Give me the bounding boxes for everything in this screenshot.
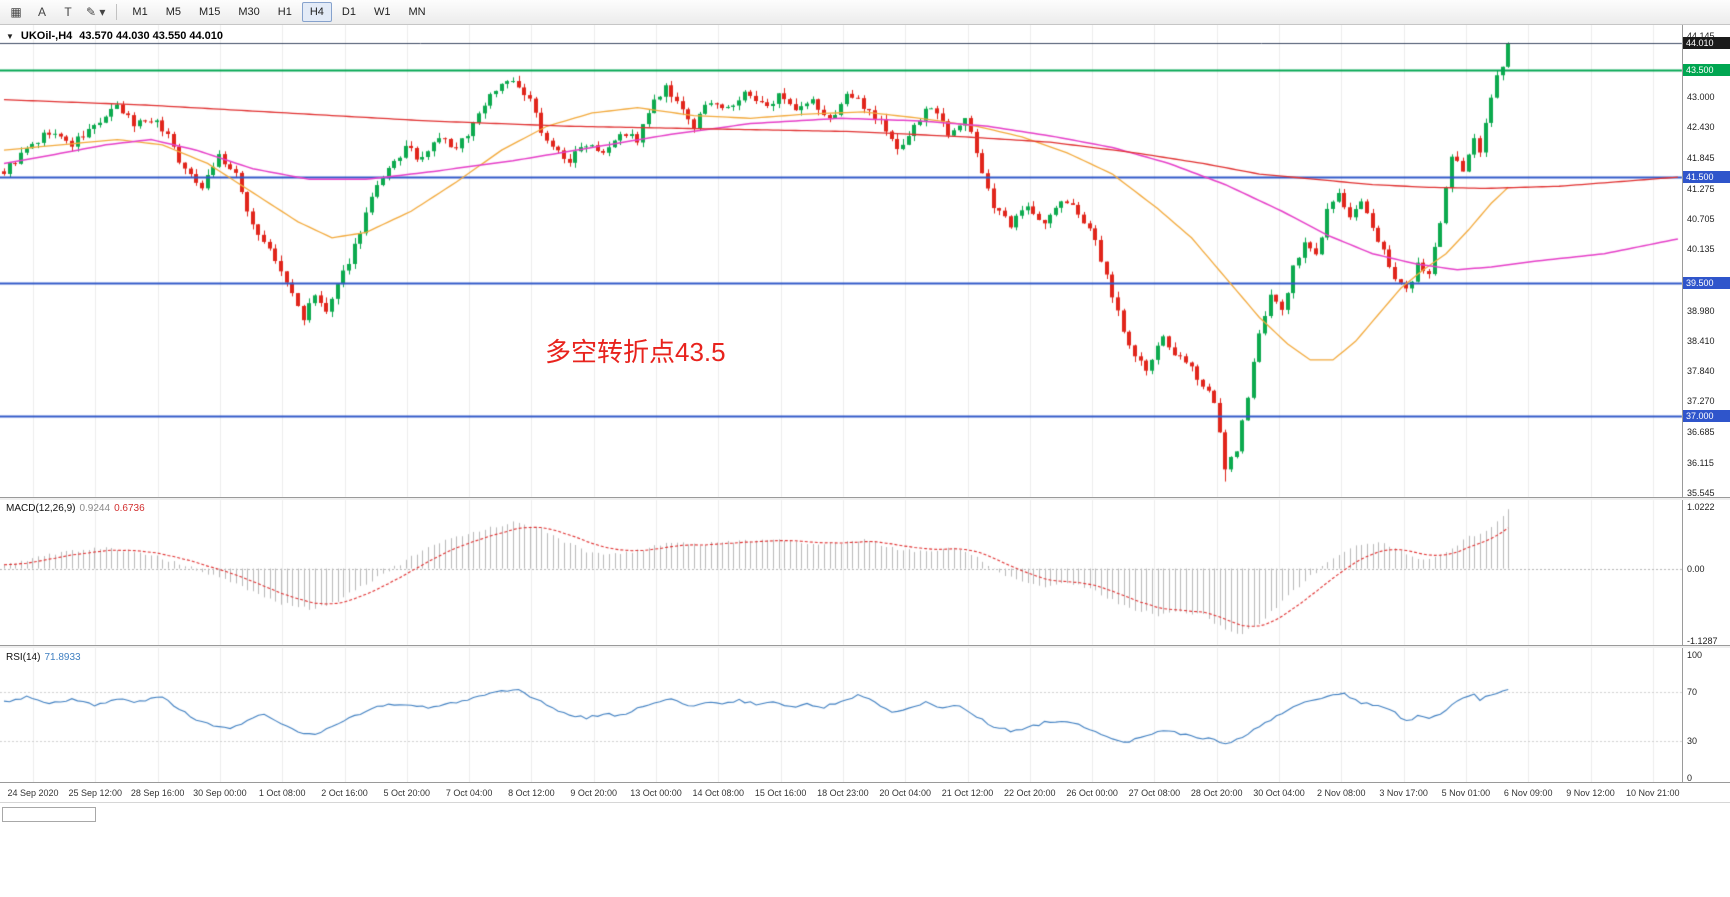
rsi-axis-label: 0 (1687, 773, 1693, 783)
price-axis-label: 40.135 (1687, 244, 1715, 255)
chart-grid-icon[interactable]: ▦ (4, 2, 28, 22)
macd-name: MACD(12,26,9) (6, 503, 76, 514)
time-axis-label: 3 Nov 17:00 (1379, 788, 1428, 798)
cursor-tool-icon[interactable]: A (30, 2, 54, 22)
time-axis-label: 6 Nov 09:00 (1503, 788, 1553, 798)
text-tool-icon[interactable]: T (56, 2, 80, 22)
timeframe-button-d1[interactable]: D1 (334, 2, 364, 22)
bottom-bar (0, 802, 1730, 897)
time-axis-label: 13 Oct 00:00 (630, 788, 682, 798)
price-badge-43.500: 43.500 (1683, 64, 1730, 77)
time-axis-label: 2 Nov 08:00 (1317, 788, 1366, 798)
time-axis-label: 30 Oct 04:00 (1253, 788, 1305, 798)
price-axis-label: 36.685 (1687, 427, 1715, 438)
rsi-axis-label: 70 (1687, 686, 1698, 697)
panel-resize-divider-rsi[interactable] (0, 645, 1730, 648)
chart-title: ▼ UKOil-,H4 43.570 44.030 43.550 44.010 (6, 30, 223, 42)
price-badge-44.010: 44.010 (1683, 37, 1730, 50)
time-axis-label: 20 Oct 04:00 (879, 788, 931, 798)
price-axis-label: 36.115 (1687, 457, 1714, 468)
price-axis-label: 40.705 (1687, 213, 1715, 224)
price-axis-label: 38.980 (1687, 305, 1715, 316)
time-axis-label: 27 Oct 08:00 (1128, 788, 1181, 798)
time-axis-label: 10 Nov 21:00 (1626, 788, 1680, 798)
price-axis-label: 37.270 (1687, 396, 1715, 407)
time-axis-label: 14 Oct 08:00 (692, 788, 745, 798)
ohlc-values: 43.570 44.030 43.550 44.010 (79, 30, 224, 42)
price-axis-label: 35.545 (1687, 487, 1715, 498)
one-click-arrow-icon[interactable]: ▼ (6, 31, 14, 41)
price-axis-label: 41.275 (1687, 183, 1715, 194)
rsi-axis-label: 100 (1687, 650, 1703, 660)
symbol-title: UKOil-,H4 (20, 30, 73, 42)
timeframe-button-m1[interactable]: M1 (124, 2, 155, 22)
panel-resize-divider-macd[interactable] (0, 497, 1730, 500)
time-axis-label: 15 Oct 16:00 (754, 788, 807, 798)
price-chart-canvas[interactable] (0, 25, 1730, 782)
timeframe-button-w1[interactable]: W1 (366, 2, 399, 22)
time-axis-label: 28 Oct 20:00 (1190, 788, 1243, 798)
time-axis-label: 7 Oct 04:00 (445, 788, 493, 798)
tool-icons-group: ▦ A T ✎ ▾ (3, 2, 110, 22)
macd-signal-value: 0.6736 (114, 503, 145, 514)
time-axis-label: 2 Oct 16:00 (321, 788, 368, 798)
timeframe-group: M1 M5 M15 M30 H1 H4 D1 W1 MN (123, 2, 434, 22)
time-axis-label: 5 Oct 20:00 (383, 788, 431, 798)
price-badge-39.500: 39.500 (1683, 276, 1730, 289)
timeframe-button-m15[interactable]: M15 (191, 2, 228, 22)
time-axis-label: 30 Sep 00:00 (193, 788, 247, 798)
timeframe-button-h4[interactable]: H4 (301, 2, 332, 22)
timeframe-button-mn[interactable]: MN (400, 2, 433, 22)
price-axis-label: 37.840 (1687, 366, 1715, 377)
price-axis-label: 38.410 (1687, 335, 1715, 346)
draw-tool-icon[interactable]: ✎ ▾ (82, 2, 109, 22)
timeframe-button-h1[interactable]: H1 (270, 2, 300, 22)
time-axis-label: 22 Oct 20:00 (1004, 788, 1056, 798)
time-axis-label: 5 Nov 01:00 (1441, 788, 1491, 798)
chart-annotation-text[interactable]: 多空转折点43.5 (545, 337, 726, 367)
timeframe-button-m30[interactable]: M30 (230, 2, 267, 22)
price-badge-41.500: 41.500 (1683, 170, 1730, 183)
time-axis-label: 9 Nov 12:00 (1566, 788, 1615, 798)
price-axis-label: 41.845 (1687, 153, 1715, 164)
toolbar-separator (116, 4, 118, 20)
time-axis-label: 28 Sep 16:00 (130, 788, 185, 798)
time-axis-label: 24 Sep 2020 (7, 788, 59, 798)
price-axis-label: 43.000 (1687, 92, 1715, 103)
rsi-axis-label: 30 (1687, 736, 1698, 747)
time-axis-label: 18 Oct 23:00 (817, 788, 869, 798)
macd-axis-label: -1.1287 (1687, 636, 1718, 646)
time-axis[interactable]: 24 Sep 2020 25 Sep 12:00 28 Sep 16:00 30 Se… (0, 782, 1730, 802)
time-axis-label: 21 Oct 12:00 (941, 788, 994, 798)
timeframe-button-m5[interactable]: M5 (158, 2, 189, 22)
price-badge-37.000: 37.000 (1683, 409, 1730, 422)
time-axis-label: 25 Sep 12:00 (68, 788, 123, 798)
macd-axis-label: 0.00 (1687, 563, 1705, 574)
time-axis-label: 9 Oct 20:00 (570, 788, 617, 798)
bottom-tab[interactable] (2, 807, 96, 822)
time-axis-label: 1 Oct 08:00 (258, 788, 306, 798)
time-axis-label: 8 Oct 12:00 (508, 788, 555, 798)
macd-label: MACD(12,26,9) 0.9244 0.6736 (6, 503, 145, 514)
price-axis-label: 44.145 (1687, 31, 1715, 42)
rsi-label: RSI(14) 71.8933 (6, 652, 81, 663)
price-axis-label: 42.430 (1687, 122, 1715, 133)
rsi-value: 71.8933 (44, 652, 81, 663)
time-axis-label: 26 Oct 00:00 (1066, 788, 1118, 798)
macd-main-value: 0.9244 (79, 503, 111, 514)
macd-axis-label: 1.0222 (1687, 502, 1715, 512)
toolbar: ▦ A T ✎ ▾ M1 M5 M15 M30 H1 H4 D1 W1 MN (0, 0, 1730, 25)
rsi-name: RSI(14) (6, 652, 41, 663)
price-scale[interactable]: 44.145 43.000 42.430 41.845 41.275 40.705 40.1… (1682, 25, 1730, 783)
